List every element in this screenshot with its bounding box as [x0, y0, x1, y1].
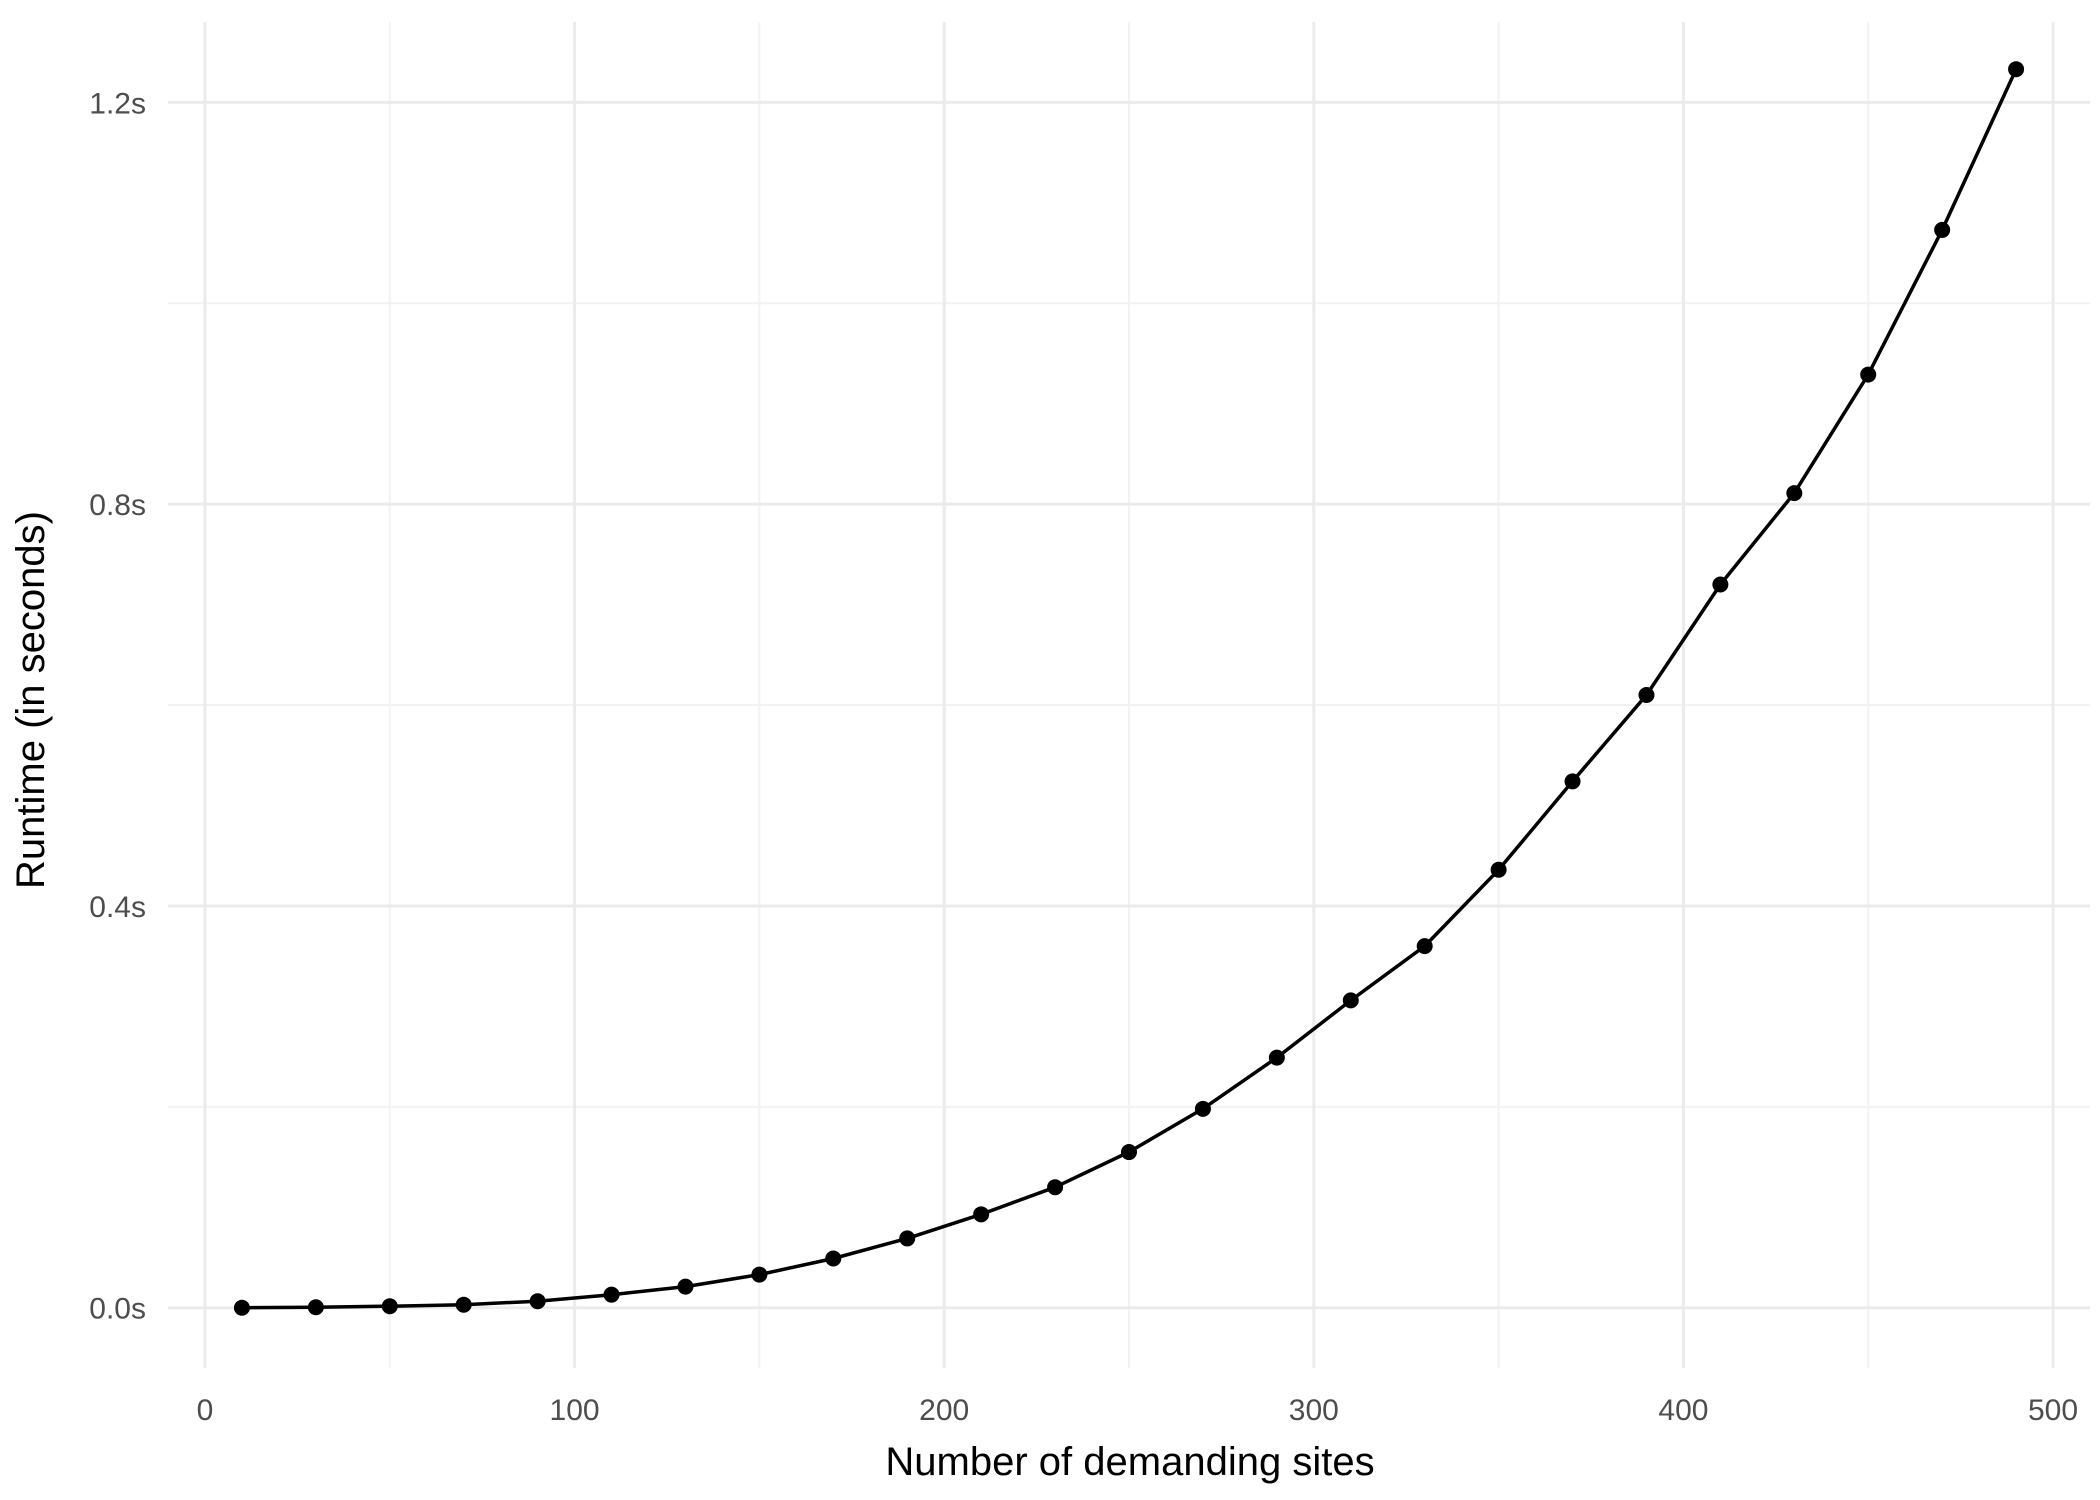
data-point: [603, 1286, 620, 1303]
data-point: [899, 1230, 916, 1247]
x-tick-labels: 0 100 200 300 400 500: [197, 1394, 2078, 1427]
data-point: [1638, 687, 1655, 703]
x-axis-title: Number of demanding sites: [885, 1440, 1374, 1484]
data-point: [1194, 1100, 1211, 1117]
data-point: [2008, 61, 2025, 78]
x-tick-label: 200: [919, 1394, 969, 1427]
y-tick-label: 0.8s: [89, 489, 146, 522]
data-point: [973, 1206, 990, 1223]
data-point: [455, 1296, 472, 1313]
x-tick-label: 400: [1658, 1394, 1708, 1427]
y-tick-label: 0.4s: [89, 891, 146, 924]
data-point: [677, 1278, 694, 1295]
data-point: [1934, 221, 1951, 238]
major-gridlines: [168, 22, 2090, 1368]
data-point: [1712, 576, 1729, 593]
data-point: [233, 1299, 250, 1316]
data-point: [381, 1298, 398, 1315]
data-point: [1416, 938, 1433, 955]
data-point: [307, 1299, 324, 1316]
data-point: [1490, 861, 1507, 878]
x-tick-label: 0: [197, 1394, 214, 1427]
x-tick-label: 100: [550, 1394, 600, 1427]
data-point: [825, 1250, 842, 1267]
data-point: [751, 1266, 768, 1283]
data-point: [1786, 485, 1803, 502]
data-point: [1342, 992, 1359, 1009]
data-point: [1564, 773, 1581, 790]
data-point: [1860, 366, 1877, 383]
minor-gridlines: [168, 22, 2090, 1368]
y-axis-title: Runtime (in seconds): [9, 511, 53, 889]
x-tick-label: 500: [2028, 1394, 2078, 1427]
data-point: [1268, 1049, 1285, 1066]
data-point: [529, 1293, 546, 1310]
y-tick-labels: 0.0s 0.4s 0.8s 1.2s: [89, 87, 146, 1325]
y-tick-label: 1.2s: [89, 87, 146, 120]
y-tick-label: 0.0s: [89, 1293, 146, 1326]
data-point: [1047, 1179, 1064, 1196]
series-layer: [233, 61, 2025, 1316]
x-tick-label: 300: [1289, 1394, 1339, 1427]
data-point: [1121, 1144, 1137, 1161]
